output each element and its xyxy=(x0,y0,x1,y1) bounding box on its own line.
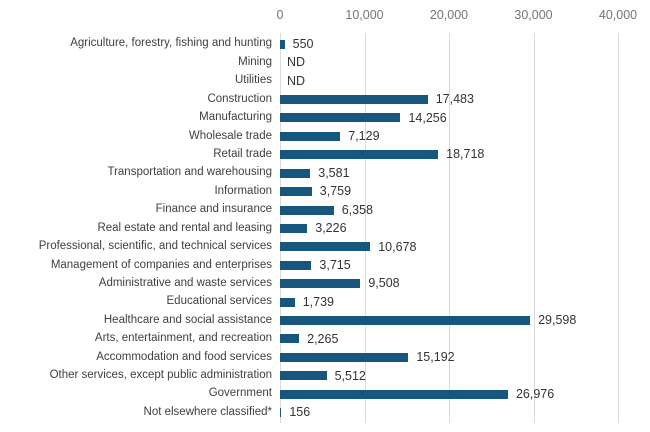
bar-row: Agriculture, forestry, fishing and hunti… xyxy=(0,35,650,53)
category-label: Finance and insurance xyxy=(155,203,272,216)
category-label: Utilities xyxy=(234,74,272,87)
category-label: Wholesale trade xyxy=(188,129,272,142)
bar-row: Government 26,976 xyxy=(0,385,650,403)
bar xyxy=(280,371,327,381)
bar xyxy=(280,260,312,270)
bar xyxy=(280,94,428,104)
bar-row: Wholesale trade 7,129 xyxy=(0,127,650,145)
bar-row: Professional, scientific, and technical … xyxy=(0,238,650,256)
no-data-label: ND xyxy=(287,73,306,88)
bar-row: Not elsewhere classified* 156 xyxy=(0,403,650,421)
bar xyxy=(280,187,312,197)
category-label: Retail trade xyxy=(213,147,272,160)
bar-row: Manufacturing 14,256 xyxy=(0,109,650,127)
bar xyxy=(280,131,341,141)
value-label: 1,739 xyxy=(302,294,334,309)
value-label: 26,976 xyxy=(515,386,555,401)
bar xyxy=(280,279,361,289)
value-label: 17,483 xyxy=(435,92,474,107)
category-label: Real estate and rental and leasing xyxy=(97,221,272,234)
category-label: Administrative and waste services xyxy=(98,276,272,289)
bar xyxy=(280,113,401,123)
axis-tick-label: 0 xyxy=(276,8,284,22)
bar-row: Management of companies and enterprises 3… xyxy=(0,256,650,274)
category-label: Educational services xyxy=(166,295,272,308)
bar-row: Retail trade 18,718 xyxy=(0,146,650,164)
bar xyxy=(280,242,371,252)
bar xyxy=(280,316,531,326)
value-label: 550 xyxy=(292,36,314,51)
value-label: 156 xyxy=(289,405,311,420)
value-label: 9,508 xyxy=(368,276,400,291)
category-label: Other services, except public administra… xyxy=(49,369,272,382)
value-label: 18,718 xyxy=(446,147,485,162)
category-label: Not elsewhere classified* xyxy=(143,405,272,418)
bar-rows: Agriculture, forestry, fishing and hunti… xyxy=(0,35,650,422)
value-label: 6,358 xyxy=(341,202,373,217)
value-label: 5,512 xyxy=(334,368,366,383)
category-label: Agriculture, forestry, fishing and hunti… xyxy=(70,37,272,50)
bar xyxy=(280,205,334,215)
bar-row: Accommodation and food services 15,192 xyxy=(0,348,650,366)
category-label: Construction xyxy=(207,92,272,105)
axis-tick-label: 40,000 xyxy=(598,8,638,22)
bar-row: Real estate and rental and leasing 3,226 xyxy=(0,219,650,237)
bar-row: Other services, except public administra… xyxy=(0,367,650,385)
value-label: 10,678 xyxy=(378,239,417,254)
category-label: Manufacturing xyxy=(199,111,272,124)
bar-row: Educational services 1,739 xyxy=(0,293,650,311)
value-label: 29,598 xyxy=(538,313,577,328)
value-label: 3,759 xyxy=(319,184,352,199)
category-label: Transportation and warehousing xyxy=(107,166,272,179)
bar-row: Construction 17,483 xyxy=(0,90,650,108)
category-label: Management of companies and enterprises xyxy=(50,258,272,271)
bar xyxy=(280,389,508,399)
bar-row: Mining ND xyxy=(0,53,650,71)
bar xyxy=(280,150,439,160)
bar xyxy=(280,408,282,418)
gridline xyxy=(449,33,450,423)
bar-row: Arts, entertainment, and recreation 2,265 xyxy=(0,330,650,348)
value-label: 3,715 xyxy=(319,258,351,273)
gridline xyxy=(364,33,366,423)
bar-row: Transportation and warehousing 3,581 xyxy=(0,164,650,182)
no-data-label: ND xyxy=(287,55,306,70)
gridline xyxy=(618,33,619,423)
value-label: 7,129 xyxy=(348,129,380,144)
bar-row: Administrative and waste services 9,508 xyxy=(0,274,650,292)
category-label: Information xyxy=(214,184,272,197)
value-label: 14,256 xyxy=(408,110,447,125)
bar-row: Utilities ND xyxy=(0,72,650,90)
category-label: Professional, scientific, and technical … xyxy=(38,240,272,253)
category-label: Healthcare and social assistance xyxy=(103,313,272,326)
value-label: 3,226 xyxy=(315,221,347,236)
category-label: Government xyxy=(208,387,272,400)
value-label: 2,265 xyxy=(307,331,339,346)
bar xyxy=(280,297,295,307)
value-label: 3,581 xyxy=(318,165,350,180)
bar-row: Information 3,759 xyxy=(0,182,650,200)
value-label: 15,192 xyxy=(416,350,455,365)
bar-row: Finance and insurance 6,358 xyxy=(0,201,650,219)
category-label: Accommodation and food services xyxy=(96,350,272,363)
axis-tick-label: 10,000 xyxy=(345,8,384,22)
bar xyxy=(280,352,409,362)
gridline xyxy=(533,33,535,423)
bar xyxy=(280,168,311,178)
bar xyxy=(280,39,285,49)
category-label: Mining xyxy=(238,55,272,68)
category-label: Arts, entertainment, and recreation xyxy=(94,332,272,345)
bar xyxy=(280,334,300,344)
bar-row: Healthcare and social assistance 29,598 xyxy=(0,311,650,329)
axis-tick-label: 30,000 xyxy=(514,8,553,22)
bar xyxy=(280,223,308,233)
axis-tick-label: 20,000 xyxy=(429,8,469,22)
